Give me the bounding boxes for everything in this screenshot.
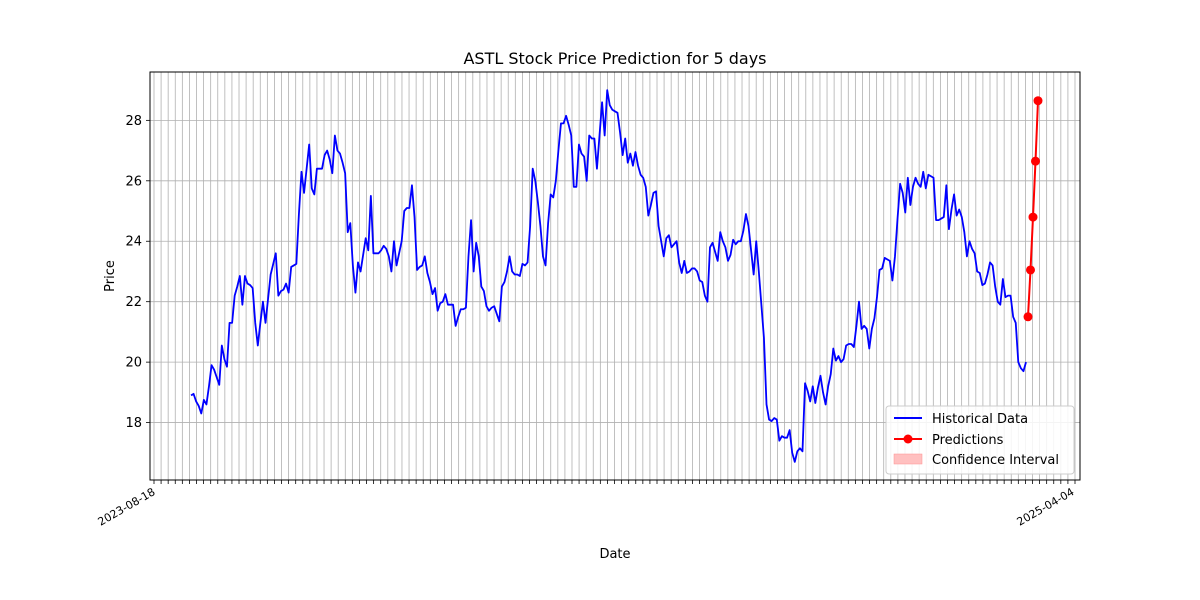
y-tick-label: 26 <box>125 174 142 189</box>
legend-predictions-marker <box>903 434 913 444</box>
series-lines <box>190 89 1043 463</box>
y-tick-label: 22 <box>125 295 142 310</box>
x-axis-label: Date <box>599 547 630 562</box>
legend-predictions-label: Predictions <box>932 433 1004 448</box>
prediction-point <box>1033 96 1043 106</box>
prediction-point <box>1031 156 1040 166</box>
chart-title: ASTL Stock Price Prediction for 5 days <box>463 49 766 68</box>
legend-historical-label: Historical Data <box>932 412 1028 427</box>
prediction-point <box>1023 312 1033 322</box>
plot-frame <box>149 71 1081 481</box>
y-tick-label: 28 <box>125 114 142 129</box>
legend-confidence-swatch <box>893 453 923 465</box>
legend-confidence-label: Confidence Interval <box>932 453 1059 468</box>
y-ticks: 18 20 22 24 26 28 <box>125 114 150 431</box>
y-tick-label: 20 <box>125 356 142 371</box>
prediction-point <box>1026 265 1035 275</box>
legend: Historical Data Predictions Confidence I… <box>885 405 1075 475</box>
historical-data-line <box>190 89 1027 463</box>
y-tick-label: 24 <box>125 235 142 250</box>
legend-box <box>885 405 1075 475</box>
y-axis-label: Price <box>103 260 118 292</box>
prediction-point <box>1028 212 1038 222</box>
y-tick-label: 18 <box>125 416 142 431</box>
grid <box>150 72 1080 480</box>
